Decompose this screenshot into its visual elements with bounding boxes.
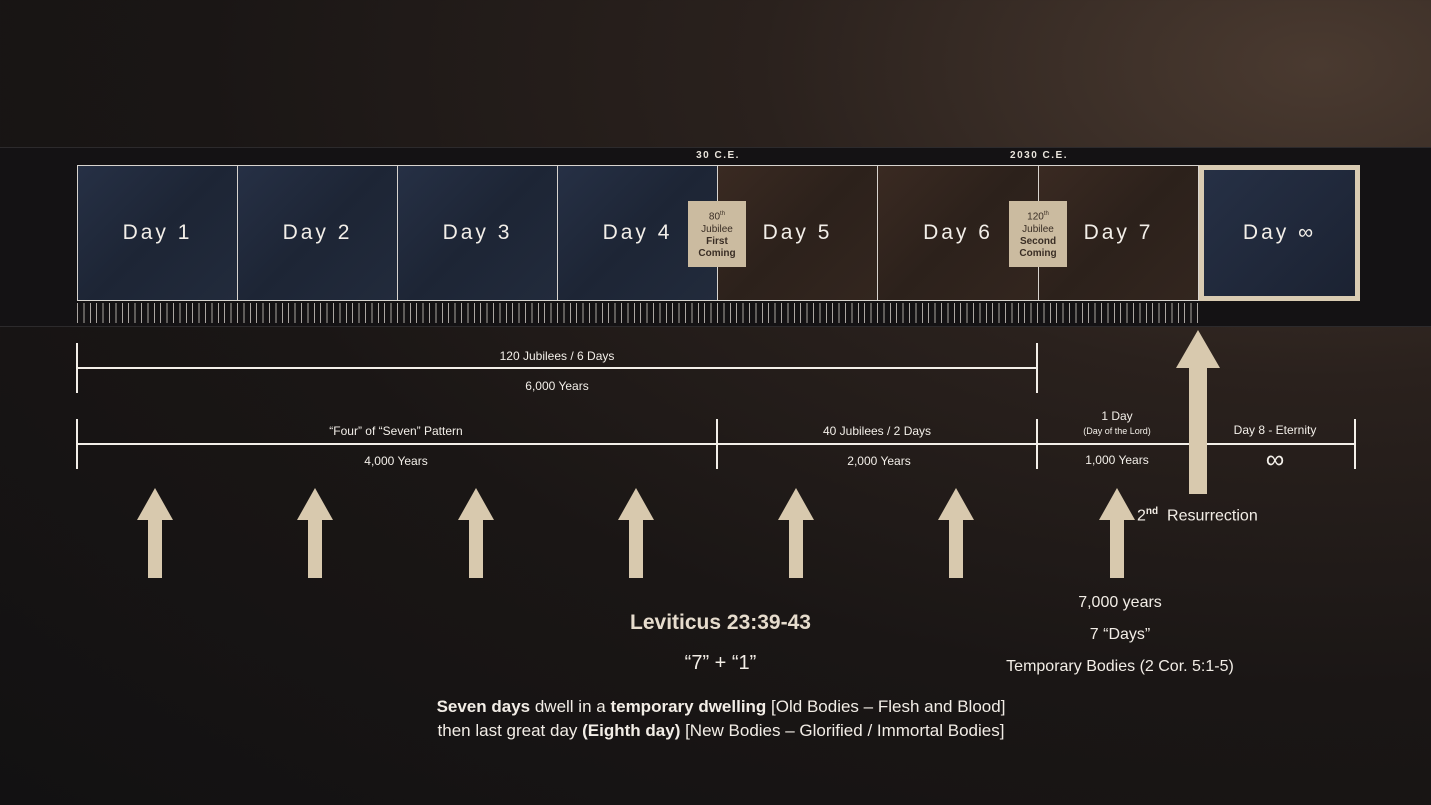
resurrection-label: 2nd Resurrection: [1137, 506, 1258, 525]
span-eternity-top-label: Day 8 - Eternity: [1233, 423, 1317, 437]
up-arrow-icon: [1099, 488, 1135, 578]
day-7-cell: Day 7: [1038, 165, 1199, 301]
scripture-title: Leviticus 23:39-43: [630, 611, 811, 634]
span-two-top-label: 40 Jubilees / 2 Days: [822, 424, 932, 438]
note-temporary-bodies: Temporary Bodies (2 Cor. 5:1-5): [1006, 658, 1234, 675]
span-row2-line: [77, 443, 1356, 445]
infinity-icon: ∞: [1265, 444, 1285, 474]
second-coming-badge: 120th Jubilee Second Coming: [1009, 201, 1067, 267]
day-3-cell: Day 3: [397, 165, 558, 301]
span-six-line: [77, 367, 1038, 369]
timeline-ticks: [77, 303, 1198, 323]
up-arrow-icon: [297, 488, 333, 578]
up-arrow-icon: [618, 488, 654, 578]
span-two-bottom-label: 2,000 Years: [847, 454, 911, 468]
note-7000-years: 7,000 years: [1078, 594, 1162, 611]
span-four-bottom-label: 4,000 Years: [364, 454, 428, 468]
up-arrow-icon: [778, 488, 814, 578]
span-four-top-label: “Four” of “Seven” Pattern: [329, 424, 463, 438]
year-marker-30ce: 30 C.E.: [696, 150, 740, 161]
up-arrow-icon: [938, 488, 974, 578]
span-six-bottom-label: 6,000 Years: [525, 379, 589, 393]
resurrection-arrow-icon: [1176, 330, 1220, 494]
note-7-days: 7 “Days”: [1089, 626, 1151, 643]
year-marker-2030ce: 2030 C.E.: [1010, 150, 1068, 161]
explanation-line-2: then last great day (Eighth day) [New Bo…: [437, 721, 1005, 740]
seven-plus-one-formula: “7” + “1”: [684, 652, 757, 674]
explanation-line-1: Seven days dwell in a temporary dwelling…: [436, 697, 1006, 716]
day-infinity-cell: Day ∞: [1199, 165, 1360, 301]
first-coming-badge: 80th Jubilee First Coming: [688, 201, 746, 267]
span-one-bottom-label: 1,000 Years: [1085, 453, 1149, 467]
up-arrow-icon: [458, 488, 494, 578]
up-arrow-icon: [137, 488, 173, 578]
day-1-cell: Day 1: [77, 165, 238, 301]
span-one-top-label: 1 Day (Day of the Lord): [1083, 409, 1151, 436]
day-2-cell: Day 2: [237, 165, 398, 301]
span-six-top-label: 120 Jubilees / 6 Days: [499, 349, 615, 363]
